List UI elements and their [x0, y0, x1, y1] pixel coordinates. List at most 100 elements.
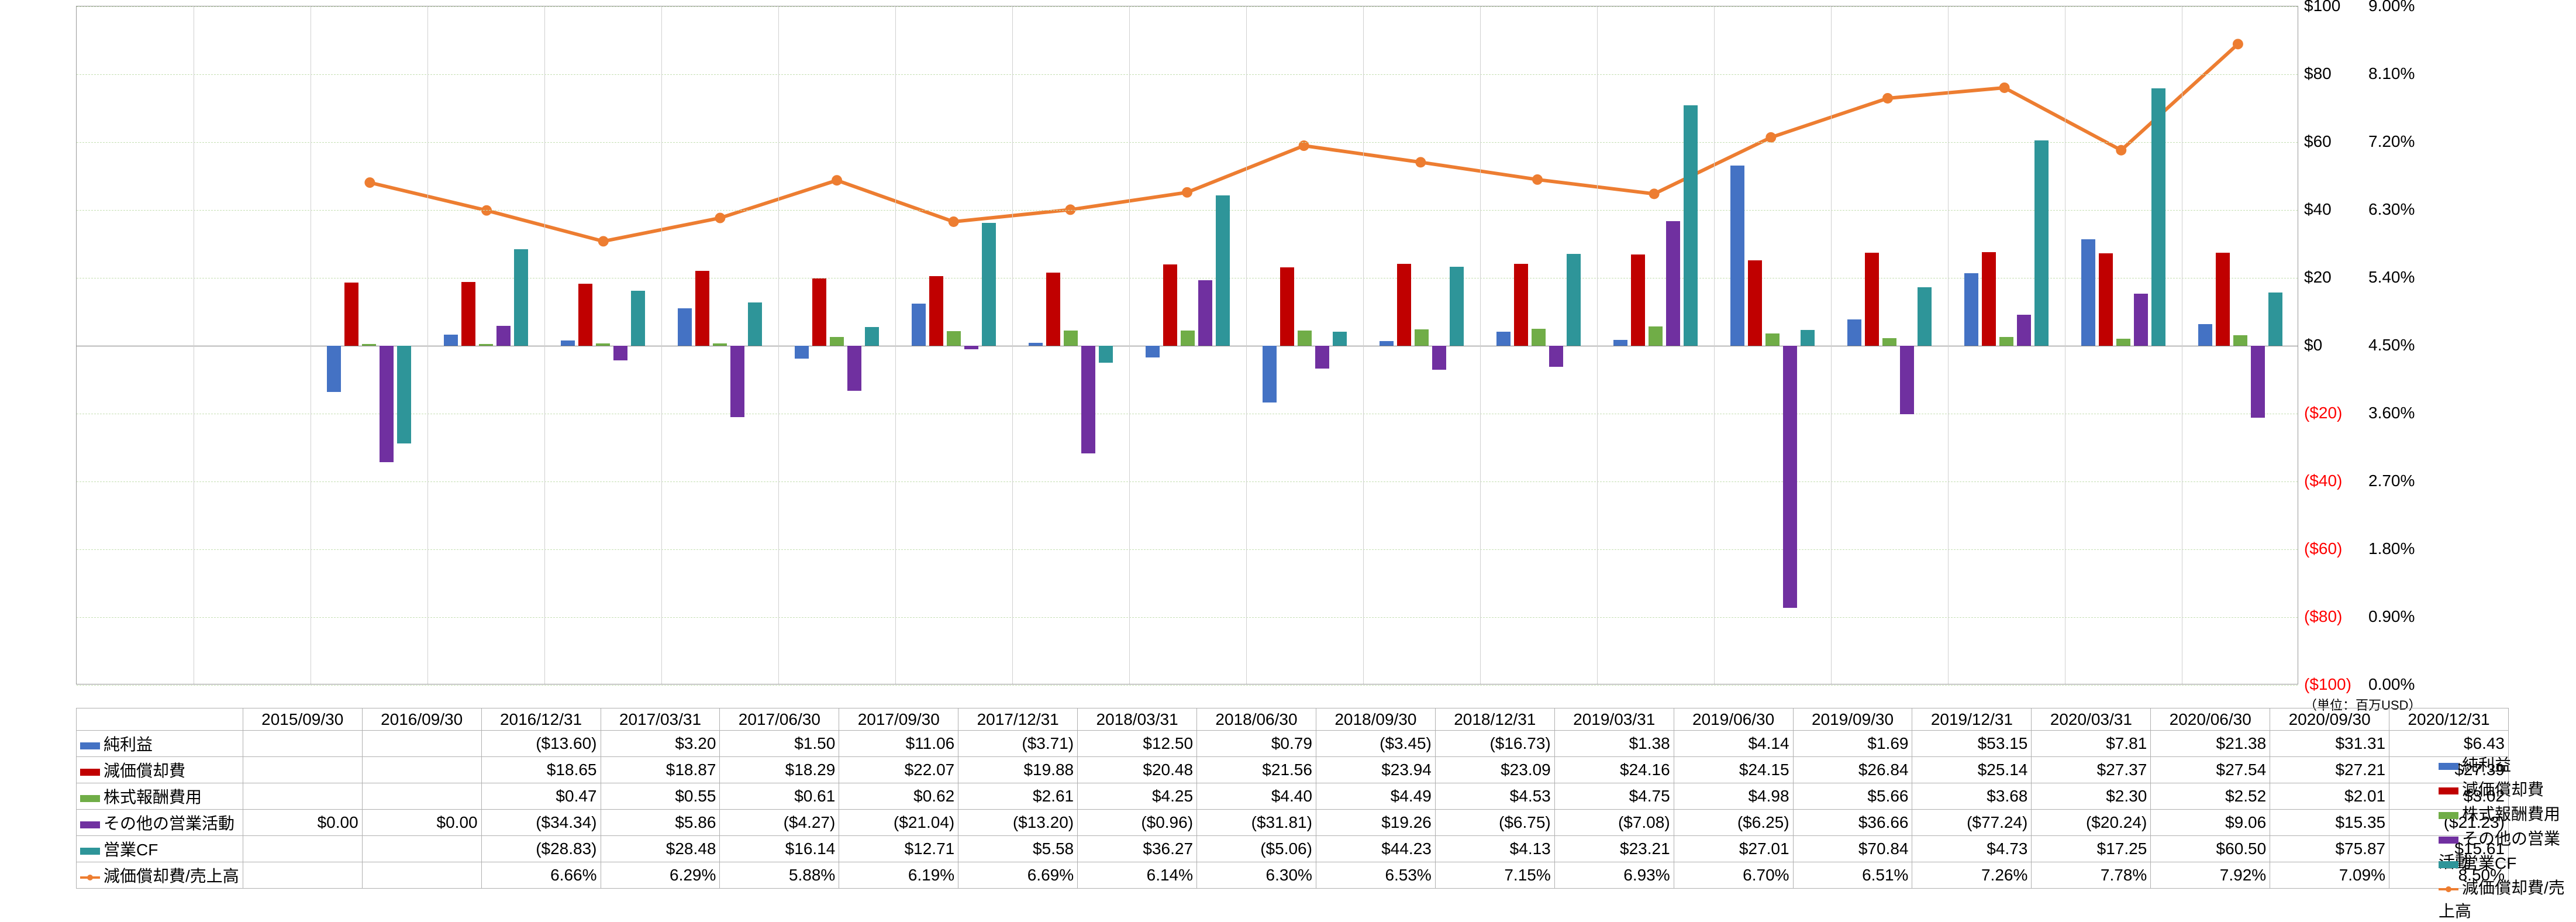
bar-op_cf: [1801, 330, 1815, 346]
bar-op_cf: [748, 302, 762, 346]
bar-other_op: [1900, 346, 1914, 414]
col-header: 2020/09/30: [2270, 708, 2389, 731]
y2-tick-label: 1.80%: [2368, 539, 2415, 558]
cell: $0.00: [243, 810, 362, 836]
cell: $23.09: [1435, 757, 1554, 783]
bar-op_cf: [1216, 195, 1230, 346]
row-label-sbc: 株式報酬費用: [77, 783, 243, 810]
cell: $24.16: [1554, 757, 1674, 783]
cell: $18.87: [601, 757, 720, 783]
bar-op_cf: [1918, 287, 1932, 346]
cell: [362, 757, 481, 783]
cell: [243, 862, 362, 889]
cell: ($13.20): [958, 810, 1078, 836]
cell: $1.38: [1554, 731, 1674, 757]
y1-tick-label: $20: [2304, 268, 2332, 287]
bar-other_op: [2017, 315, 2031, 346]
bar-other_op: [730, 346, 744, 417]
cell: $4.75: [1554, 783, 1674, 810]
bar-net_income: [1613, 340, 1627, 346]
cell: ($6.75): [1435, 810, 1554, 836]
bar-net_income: [327, 346, 341, 392]
cell: $21.38: [2151, 731, 2270, 757]
bar-depreciation: [1163, 264, 1177, 346]
cell: $5.58: [958, 836, 1078, 862]
col-header: 2020/12/31: [2389, 708, 2509, 731]
cell: ($31.81): [1197, 810, 1316, 836]
cell: $36.66: [1793, 810, 1912, 836]
marker-dep_ratio: [2233, 39, 2243, 49]
cell: $2.61: [958, 783, 1078, 810]
bar-net_income: [1847, 319, 1861, 346]
cell: $3.20: [601, 731, 720, 757]
cell: $4.13: [1435, 836, 1554, 862]
bar-sbc: [1415, 329, 1429, 346]
bar-depreciation: [695, 271, 709, 346]
bar-sbc: [1765, 333, 1780, 346]
bar-other_op: [964, 346, 978, 349]
bar-other_op: [1666, 221, 1680, 346]
y2-tick-label: 3.60%: [2368, 404, 2415, 422]
col-header: 2016/09/30: [362, 708, 481, 731]
legend-item-op_cf: 営業CF: [2439, 851, 2567, 874]
cell: 6.30%: [1197, 862, 1316, 889]
cell: ($77.24): [1912, 810, 2032, 836]
y2-tick-label: 0.00%: [2368, 675, 2415, 694]
marker-dep_ratio: [598, 236, 609, 246]
y1-tick-label: ($60): [2304, 539, 2342, 558]
bar-depreciation: [2216, 253, 2230, 346]
cell: $19.88: [958, 757, 1078, 783]
bar-op_cf: [1450, 267, 1464, 346]
cell: 7.92%: [2151, 862, 2270, 889]
y2-tick-label: 8.10%: [2368, 64, 2415, 83]
marker-dep_ratio: [364, 177, 375, 188]
bar-op_cf: [2268, 293, 2282, 346]
cell: [362, 836, 481, 862]
y1-tick-label: ($80): [2304, 607, 2342, 626]
marker-dep_ratio: [1415, 157, 1426, 167]
y1-tick-label: ($40): [2304, 472, 2342, 490]
cell: ($16.73): [1435, 731, 1554, 757]
bar-sbc: [479, 344, 493, 346]
bar-op_cf: [1567, 254, 1581, 346]
cell: 7.15%: [1435, 862, 1554, 889]
bar-depreciation: [812, 278, 826, 346]
cell: $23.21: [1554, 836, 1674, 862]
table-row: 純利益($13.60)$3.20$1.50$11.06($3.71)$12.50…: [77, 731, 2509, 757]
cell: $31.31: [2270, 731, 2389, 757]
table-row: 減価償却費/売上高6.66%6.29%5.88%6.19%6.69%6.14%6…: [77, 862, 2509, 889]
cell: ($4.27): [720, 810, 839, 836]
bar-depreciation: [1982, 252, 1996, 346]
cell: 5.88%: [720, 862, 839, 889]
marker-dep_ratio: [2116, 145, 2126, 156]
cell: $21.56: [1197, 757, 1316, 783]
cell: $23.94: [1316, 757, 1435, 783]
cell: 7.78%: [2032, 862, 2151, 889]
cell: $24.15: [1674, 757, 1793, 783]
table-row: 減価償却費$18.65$18.87$18.29$22.07$19.88$20.4…: [77, 757, 2509, 783]
marker-dep_ratio: [715, 213, 725, 223]
bar-other_op: [496, 326, 511, 346]
chart-container: （単位：百万USD） ($100)0.00%($80)0.90%($60)1.8…: [0, 0, 2576, 878]
bar-depreciation: [1865, 253, 1879, 346]
row-label-op_cf: 営業CF: [77, 836, 243, 862]
bar-sbc: [1298, 331, 1312, 346]
bar-net_income: [1263, 346, 1277, 402]
bar-sbc: [1999, 337, 2013, 346]
cell: $4.73: [1912, 836, 2032, 862]
marker-dep_ratio: [1649, 188, 1660, 199]
bar-sbc: [1064, 331, 1078, 346]
cell: [362, 783, 481, 810]
cell: ($3.45): [1316, 731, 1435, 757]
cell: $4.49: [1316, 783, 1435, 810]
bar-other_op: [1432, 346, 1446, 370]
y2-tick-label: 7.20%: [2368, 132, 2415, 151]
bar-op_cf: [397, 346, 411, 443]
y1-tick-label: ($100): [2304, 675, 2351, 694]
cell: ($34.34): [481, 810, 601, 836]
bar-depreciation: [1280, 267, 1294, 346]
bar-sbc: [1532, 329, 1546, 346]
bar-net_income: [1496, 332, 1511, 346]
cell: ($13.60): [481, 731, 601, 757]
cell: ($21.04): [839, 810, 958, 836]
